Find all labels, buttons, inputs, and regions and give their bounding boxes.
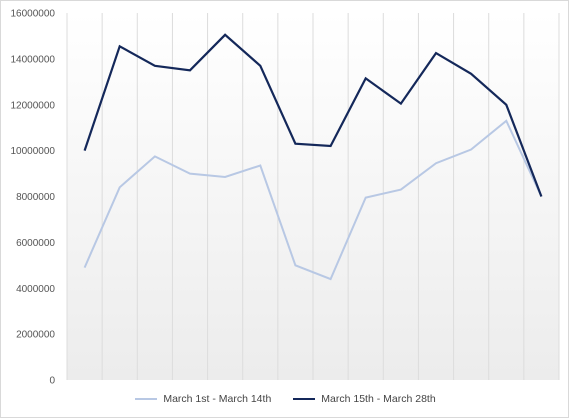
series-line-1 [83, 119, 543, 281]
legend: March 1st - March 14th March 15th - Marc… [1, 393, 569, 405]
y-tick-label: 8000000 [16, 192, 55, 203]
legend-label-series-2: March 15th - March 28th [321, 393, 436, 405]
y-tick-label: 2000000 [16, 330, 55, 341]
gridlines [66, 13, 560, 380]
y-tick-label: 4000000 [16, 284, 55, 295]
legend-item-series-2[interactable]: March 15th - March 28th [293, 393, 436, 405]
y-tick-label: 14000000 [11, 54, 56, 65]
legend-swatch-series-1 [135, 398, 158, 400]
legend-item-series-1[interactable]: March 1st - March 14th [135, 393, 271, 405]
y-tick-label: 16000000 [11, 9, 56, 20]
series-line-2 [83, 33, 543, 197]
legend-label-series-1: March 1st - March 14th [163, 393, 272, 405]
y-tick-label: 12000000 [11, 100, 56, 111]
series-lines [83, 33, 543, 281]
y-tick-label: 10000000 [11, 146, 56, 157]
y-axis-tick-labels: 0 2000000 4000000 6000000 8000000 10000000 120… [11, 9, 56, 387]
legend-swatch-series-2 [293, 398, 316, 400]
y-tick-label: 6000000 [16, 238, 55, 249]
y-tick-label: 0 [49, 376, 55, 387]
